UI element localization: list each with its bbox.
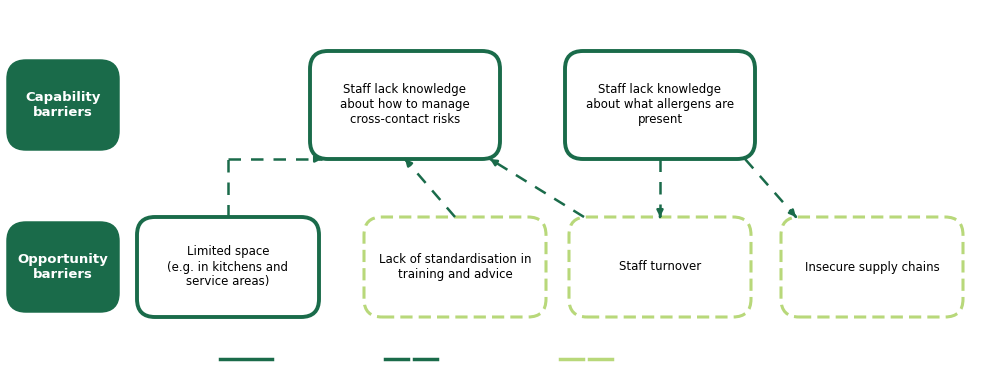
- FancyBboxPatch shape: [565, 51, 754, 159]
- FancyBboxPatch shape: [8, 61, 118, 149]
- FancyBboxPatch shape: [310, 51, 500, 159]
- FancyBboxPatch shape: [137, 217, 319, 317]
- FancyBboxPatch shape: [8, 223, 118, 311]
- Text: Lack of standardisation in
training and advice: Lack of standardisation in training and …: [378, 253, 531, 281]
- Text: Limited space
(e.g. in kitchens and
service areas): Limited space (e.g. in kitchens and serv…: [168, 245, 289, 288]
- FancyBboxPatch shape: [364, 217, 546, 317]
- Text: Staff turnover: Staff turnover: [619, 261, 701, 273]
- Text: Capability
barriers: Capability barriers: [25, 91, 101, 119]
- Text: Insecure supply chains: Insecure supply chains: [805, 261, 940, 273]
- Text: Staff lack knowledge
about what allergens are
present: Staff lack knowledge about what allergen…: [585, 83, 734, 127]
- Text: Staff lack knowledge
about how to manage
cross-contact risks: Staff lack knowledge about how to manage…: [340, 83, 470, 127]
- Text: Opportunity
barriers: Opportunity barriers: [18, 253, 109, 281]
- FancyBboxPatch shape: [569, 217, 751, 317]
- FancyBboxPatch shape: [781, 217, 963, 317]
